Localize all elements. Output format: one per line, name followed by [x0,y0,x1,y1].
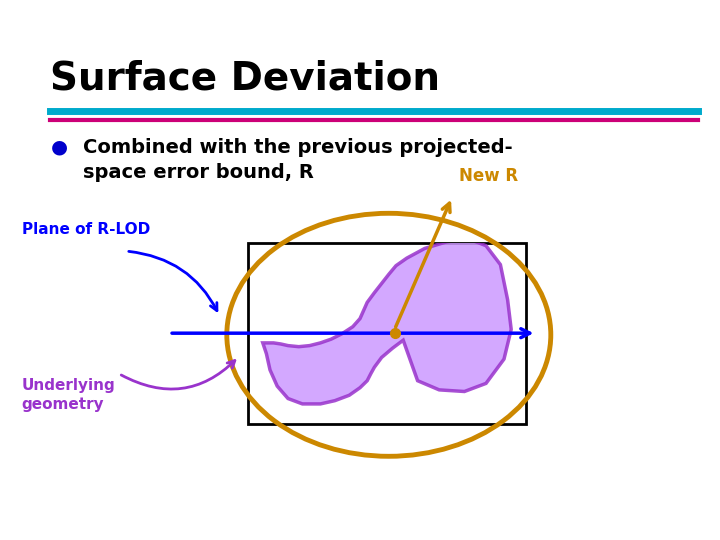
Bar [248,243,526,424]
FancyArrowPatch shape [129,252,217,310]
Text: Underlying
geometry: Underlying geometry [22,378,115,411]
Text: New R: New R [459,167,518,185]
Polygon shape [263,239,511,404]
FancyArrowPatch shape [121,361,235,389]
Text: Combined with the previous projected-
space error bound, R: Combined with the previous projected- sp… [83,138,513,181]
Text: ●: ● [50,138,68,157]
Text: Surface Deviation: Surface Deviation [50,59,441,97]
Text: Plane of R-LOD: Plane of R-LOD [22,222,150,237]
